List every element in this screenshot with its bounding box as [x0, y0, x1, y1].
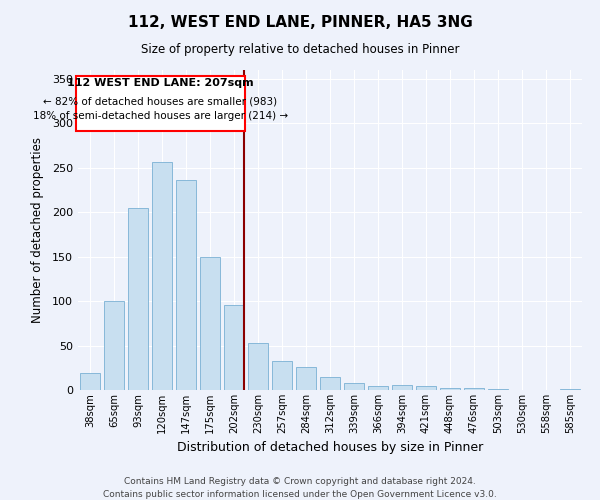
Bar [344, 383, 364, 390]
X-axis label: Distribution of detached houses by size in Pinner: Distribution of detached houses by size … [177, 442, 483, 454]
Bar [128, 208, 148, 390]
Text: Contains HM Land Registry data © Crown copyright and database right 2024.: Contains HM Land Registry data © Crown c… [124, 478, 476, 486]
Bar [272, 360, 292, 390]
Bar [440, 388, 460, 390]
Text: 112 WEST END LANE: 207sqm: 112 WEST END LANE: 207sqm [67, 78, 254, 88]
Bar [200, 256, 220, 390]
Bar [224, 304, 244, 390]
Text: Contains public sector information licensed under the Open Government Licence v3: Contains public sector information licen… [103, 490, 497, 499]
FancyBboxPatch shape [76, 76, 245, 131]
Text: 112, WEST END LANE, PINNER, HA5 3NG: 112, WEST END LANE, PINNER, HA5 3NG [128, 15, 472, 30]
Bar [80, 373, 100, 390]
Bar [488, 389, 508, 390]
Bar [248, 343, 268, 390]
Bar [104, 301, 124, 390]
Bar [152, 162, 172, 390]
Bar [320, 376, 340, 390]
Bar [368, 386, 388, 390]
Bar [176, 180, 196, 390]
Text: Size of property relative to detached houses in Pinner: Size of property relative to detached ho… [141, 42, 459, 56]
Text: 18% of semi-detached houses are larger (214) →: 18% of semi-detached houses are larger (… [33, 111, 288, 121]
Bar [464, 388, 484, 390]
Bar [416, 386, 436, 390]
Bar [392, 384, 412, 390]
Bar [296, 367, 316, 390]
Bar [560, 389, 580, 390]
Y-axis label: Number of detached properties: Number of detached properties [31, 137, 44, 323]
Text: ← 82% of detached houses are smaller (983): ← 82% of detached houses are smaller (98… [43, 96, 278, 106]
